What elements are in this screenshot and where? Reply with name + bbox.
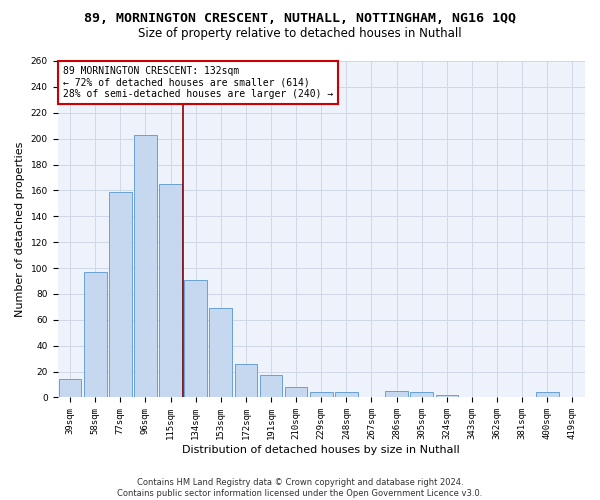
Bar bbox=[109, 192, 131, 398]
Bar bbox=[260, 376, 283, 398]
Bar bbox=[59, 380, 82, 398]
Bar bbox=[436, 395, 458, 398]
Bar bbox=[235, 364, 257, 398]
Bar bbox=[410, 392, 433, 398]
Text: Size of property relative to detached houses in Nuthall: Size of property relative to detached ho… bbox=[138, 28, 462, 40]
Bar bbox=[134, 135, 157, 398]
Bar bbox=[335, 392, 358, 398]
Bar bbox=[285, 387, 307, 398]
Bar bbox=[84, 272, 107, 398]
Bar bbox=[184, 280, 207, 398]
Text: 89, MORNINGTON CRESCENT, NUTHALL, NOTTINGHAM, NG16 1QQ: 89, MORNINGTON CRESCENT, NUTHALL, NOTTIN… bbox=[84, 12, 516, 26]
X-axis label: Distribution of detached houses by size in Nuthall: Distribution of detached houses by size … bbox=[182, 445, 460, 455]
Bar bbox=[385, 391, 408, 398]
Text: Contains HM Land Registry data © Crown copyright and database right 2024.
Contai: Contains HM Land Registry data © Crown c… bbox=[118, 478, 482, 498]
Bar bbox=[209, 308, 232, 398]
Y-axis label: Number of detached properties: Number of detached properties bbox=[15, 142, 25, 317]
Bar bbox=[310, 392, 332, 398]
Bar bbox=[159, 184, 182, 398]
Text: 89 MORNINGTON CRESCENT: 132sqm
← 72% of detached houses are smaller (614)
28% of: 89 MORNINGTON CRESCENT: 132sqm ← 72% of … bbox=[63, 66, 333, 99]
Bar bbox=[536, 392, 559, 398]
